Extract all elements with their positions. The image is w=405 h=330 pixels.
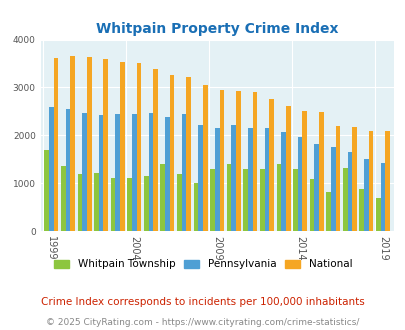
Bar (70, 56, 75, 231)
Bar (115, 114, 120, 231)
Legend: Whitpain Township, Pennsylvania, National: Whitpain Township, Pennsylvania, Nationa… (49, 255, 356, 274)
Bar (160, 164, 165, 231)
Bar (153, 69, 158, 231)
Bar (77, 174, 82, 231)
Bar (136, 63, 141, 231)
Bar (252, 92, 257, 231)
Bar (351, 127, 356, 231)
Bar (380, 163, 384, 231)
Bar (198, 125, 202, 231)
Bar (375, 198, 380, 231)
Bar (169, 75, 174, 231)
Bar (120, 62, 124, 231)
Bar (330, 147, 335, 231)
Bar (302, 112, 306, 231)
Bar (127, 178, 132, 231)
Bar (44, 150, 49, 231)
Bar (281, 132, 285, 231)
Bar (347, 152, 351, 231)
Bar (148, 113, 153, 231)
Bar (384, 131, 389, 231)
Bar (165, 116, 169, 231)
Bar (326, 192, 330, 231)
Bar (219, 90, 224, 231)
Bar (103, 59, 108, 231)
Bar (94, 173, 98, 231)
Bar (87, 57, 91, 231)
Bar (335, 126, 339, 231)
Bar (243, 169, 247, 231)
Bar (318, 112, 323, 231)
Bar (98, 115, 103, 231)
Bar (214, 128, 219, 231)
Bar (313, 144, 318, 231)
Bar (210, 169, 214, 231)
Bar (143, 176, 148, 231)
Bar (53, 58, 58, 231)
Bar (358, 189, 363, 231)
Bar (236, 91, 240, 231)
Bar (111, 178, 115, 231)
Bar (259, 169, 264, 231)
Text: © 2025 CityRating.com - https://www.cityrating.com/crime-statistics/: © 2025 CityRating.com - https://www.city… (46, 318, 359, 327)
Bar (186, 77, 190, 231)
Bar (363, 159, 368, 231)
Bar (264, 128, 269, 231)
Bar (292, 169, 297, 231)
Bar (82, 113, 87, 231)
Text: Crime Index corresponds to incidents per 100,000 inhabitants: Crime Index corresponds to incidents per… (41, 297, 364, 307)
Bar (177, 174, 181, 231)
Bar (297, 137, 302, 231)
Bar (342, 168, 347, 231)
Bar (285, 106, 290, 231)
Bar (247, 128, 252, 231)
Bar (132, 114, 136, 231)
Bar (61, 166, 66, 231)
Bar (66, 109, 70, 231)
Bar (193, 183, 198, 231)
Bar (49, 107, 53, 231)
Bar (276, 164, 281, 231)
Title: Whitpain Property Crime Index: Whitpain Property Crime Index (96, 22, 338, 36)
Bar (368, 131, 373, 231)
Bar (269, 99, 273, 231)
Bar (309, 179, 313, 231)
Bar (202, 84, 207, 231)
Bar (231, 125, 236, 231)
Bar (181, 114, 186, 231)
Bar (226, 164, 231, 231)
